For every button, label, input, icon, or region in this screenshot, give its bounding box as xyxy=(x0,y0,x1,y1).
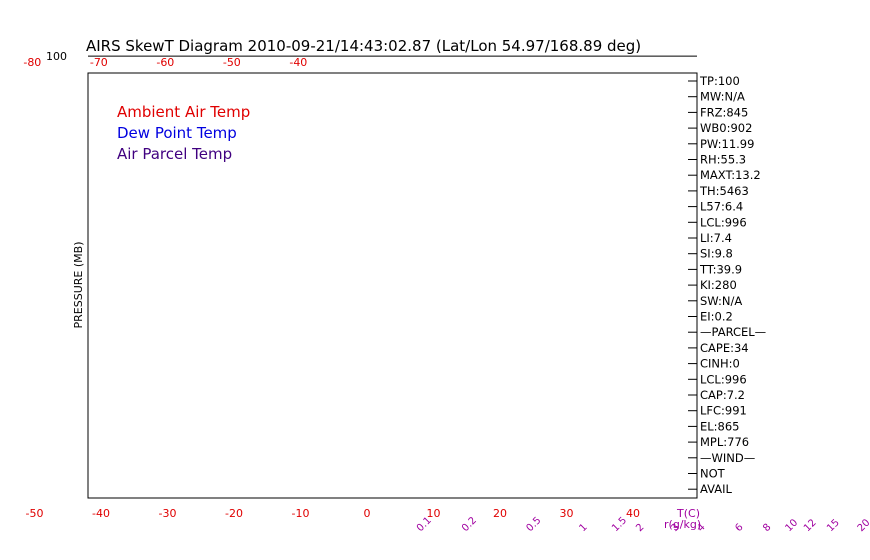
y-axis-label: PRESSURE (MB) xyxy=(72,242,85,329)
bottom-temp-tick-label: -10 xyxy=(292,507,310,520)
index-entry: FRZ:845 xyxy=(700,105,748,119)
mixing-ratio-tick-label: 20 xyxy=(856,517,870,534)
index-entry: RH:55.3 xyxy=(700,153,746,167)
top-temp-tick-label: -70 xyxy=(90,56,108,69)
isotherm-line xyxy=(0,0,41,56)
index-entry: SW:N/A xyxy=(700,294,742,308)
index-entry: WB0:902 xyxy=(700,121,752,135)
mixing-ratio-tick-label: 6 xyxy=(733,522,745,534)
mixing-ratio-unit-label: r(g/kg) xyxy=(664,518,701,531)
mixing-ratio-tick-label: 0.5 xyxy=(524,515,543,534)
top-temp-tick-label: -40 xyxy=(289,56,307,69)
index-entry: MAXT:13.2 xyxy=(700,168,761,182)
index-entry: LCL:996 xyxy=(700,372,747,386)
chart-title: AIRS SkewT Diagram 2010-09-21/14:43:02.8… xyxy=(86,37,641,55)
mixing-ratio-tick-label: 12 xyxy=(802,517,819,534)
bottom-temp-tick-label: -20 xyxy=(225,507,243,520)
index-entry: —PARCEL— xyxy=(700,325,766,339)
top-temperature-axis: -120-110-100-90-80-70-60-50-40 xyxy=(23,56,307,69)
index-entry: LFC:991 xyxy=(700,404,747,418)
bottom-temp-tick-label: 30 xyxy=(560,507,574,520)
pressure-axis: 1002003004005006007008009001000 xyxy=(46,50,697,63)
mixing-ratio-tick-label: 1 xyxy=(577,522,589,534)
index-entry: KI:280 xyxy=(700,278,737,292)
bottom-temp-tick-label: -30 xyxy=(159,507,177,520)
index-entry: MW:N/A xyxy=(700,90,745,104)
bottom-temp-tick-label: 40 xyxy=(626,507,640,520)
mixing-ratio-tick-label: 8 xyxy=(761,522,773,534)
index-entry: EI:0.2 xyxy=(700,310,733,324)
index-entry: LI:7.4 xyxy=(700,231,732,245)
top-temp-tick-label: -80 xyxy=(23,56,41,69)
bottom-temp-tick-label: 0 xyxy=(364,507,371,520)
legend: Ambient Air Temp Dew Point Temp Air Parcel… xyxy=(117,103,250,163)
isotherm-line xyxy=(764,0,870,56)
mixing-ratio-tick-label: 2 xyxy=(634,522,646,534)
isotherm-line xyxy=(697,0,839,56)
index-entry: AVAIL xyxy=(700,482,733,496)
mixing-ratio-tick-label: 15 xyxy=(825,517,842,534)
legend-entry: Ambient Air Temp xyxy=(117,103,250,121)
index-entry: LCL:996 xyxy=(700,215,747,229)
index-entry: EL:865 xyxy=(700,419,740,433)
index-entry: TT:39.9 xyxy=(699,262,742,276)
bottom-temp-tick-label: 10 xyxy=(427,507,441,520)
pressure-tick-label: 100 xyxy=(46,50,67,63)
legend-entry: Air Parcel Temp xyxy=(117,145,232,163)
mixing-ratio-axis: 0.10.20.511.52346810121520253040 xyxy=(415,515,870,534)
index-entry: SI:9.8 xyxy=(700,247,733,261)
index-entry: —WIND— xyxy=(700,451,755,465)
index-entry: TP:100 xyxy=(699,74,740,88)
bottom-temp-tick-label: -40 xyxy=(92,507,110,520)
isotherm-line xyxy=(830,0,870,56)
mixing-ratio-tick-label: 10 xyxy=(783,517,800,534)
index-entry: TH:5463 xyxy=(699,184,749,198)
top-temp-tick-label: -50 xyxy=(223,56,241,69)
index-entry: PW:11.99 xyxy=(700,137,754,151)
top-temp-tick-label: -60 xyxy=(156,56,174,69)
temperature-unit-label: T(C) xyxy=(676,507,700,520)
index-entry: NOT xyxy=(700,467,726,481)
index-entry: CINH:0 xyxy=(700,357,740,371)
legend-entry: Dew Point Temp xyxy=(117,124,237,142)
index-entry: CAPE:34 xyxy=(700,341,749,355)
bottom-temp-tick-label: -50 xyxy=(26,507,44,520)
index-entry: MPL:776 xyxy=(700,435,749,449)
index-entry: CAP:7.2 xyxy=(700,388,745,402)
mixing-ratio-tick-label: 0.2 xyxy=(460,515,479,534)
isotherm-line xyxy=(631,0,773,56)
bottom-temperature-axis: -50 -40 -30 -20 -10 0 10 20 30 40 xyxy=(26,507,640,520)
bottom-temp-tick-label: 20 xyxy=(493,507,507,520)
index-entry: L57:6.4 xyxy=(700,200,743,214)
